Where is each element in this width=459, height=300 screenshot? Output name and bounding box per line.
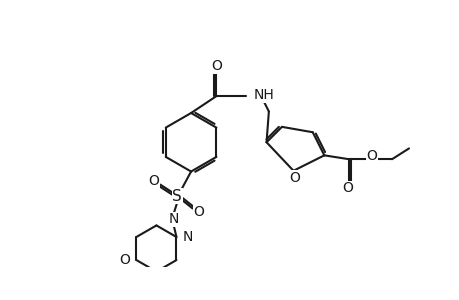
Text: O: O <box>211 59 221 73</box>
Text: S: S <box>172 189 182 204</box>
Text: O: O <box>366 149 377 163</box>
Text: NH: NH <box>253 88 274 102</box>
Text: O: O <box>289 171 300 185</box>
Text: O: O <box>148 174 159 188</box>
Text: N: N <box>182 230 193 244</box>
Text: N: N <box>168 212 178 226</box>
Text: O: O <box>193 205 204 219</box>
Text: O: O <box>119 253 130 267</box>
Text: O: O <box>342 182 353 196</box>
